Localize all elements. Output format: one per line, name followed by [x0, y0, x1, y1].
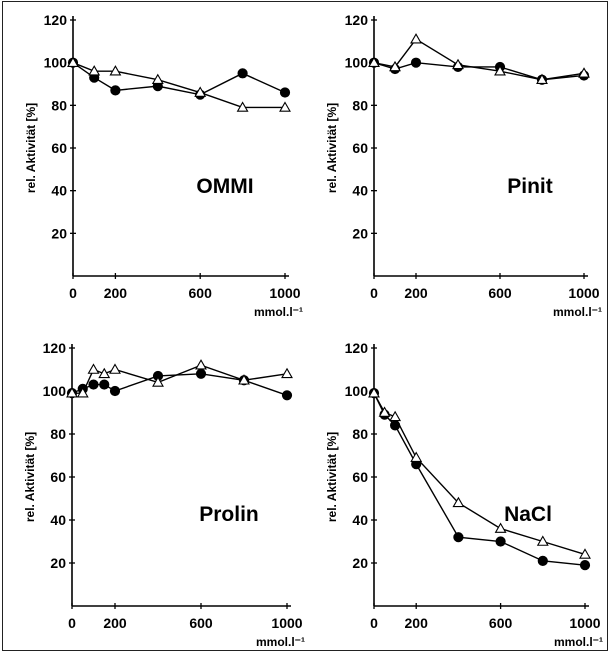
data-point-triangle	[494, 522, 507, 533]
data-point-circle	[495, 536, 506, 547]
y-tick-label: 120	[44, 12, 68, 28]
data-point-triangle	[151, 73, 164, 85]
data-point-circle	[88, 379, 99, 390]
data-point-triangle	[279, 101, 291, 112]
y-tick-label: 20	[352, 225, 368, 241]
x-axis-label: mmol.l⁻¹	[554, 635, 603, 649]
data-point-circle	[281, 390, 293, 401]
data-point-triangle	[87, 363, 100, 374]
data-point-triangle	[195, 359, 207, 370]
y-axis-label: rel. Aktivität [%]	[23, 432, 37, 522]
data-point-circle	[453, 532, 464, 543]
y-axis-label: rel. Aktivität [%]	[325, 432, 339, 522]
data-point-triangle	[452, 58, 464, 70]
data-point-triangle	[238, 374, 250, 385]
data-point-triangle	[368, 56, 380, 67]
data-point-triangle	[66, 387, 78, 398]
data-point-triangle	[109, 65, 122, 76]
y-tick-label: 60	[352, 140, 368, 156]
panel-title: OMMI	[196, 175, 253, 198]
figure-frame	[2, 1, 608, 651]
y-axis-label: rel. Aktivität [%]	[325, 103, 339, 193]
x-axis-label: mmol.l⁻¹	[256, 635, 305, 649]
x-axis-label: mmol.l⁻¹	[553, 305, 602, 319]
data-point-triangle	[98, 367, 111, 379]
data-point-triangle	[281, 367, 293, 379]
x-tick-label: 1000	[568, 285, 599, 301]
x-axis-label: mmol.l⁻¹	[254, 305, 303, 319]
y-tick-label: 20	[352, 555, 368, 571]
data-point-triangle	[536, 73, 548, 85]
x-tick-label: 600	[488, 285, 512, 301]
x-tick-label: 1000	[271, 615, 302, 631]
y-tick-label: 20	[51, 225, 67, 241]
y-axis-label: rel. Aktivität [%]	[24, 103, 38, 193]
y-tick-label: 80	[51, 97, 67, 113]
data-point-triangle	[579, 548, 591, 559]
y-tick-label: 60	[50, 469, 66, 485]
y-tick-label: 80	[50, 426, 66, 442]
data-point-triangle	[378, 406, 391, 417]
x-tick-label: 1000	[269, 285, 300, 301]
data-point-circle	[537, 555, 548, 566]
data-point-circle	[279, 87, 291, 98]
y-tick-label: 100	[44, 55, 68, 71]
y-tick-label: 100	[345, 383, 369, 399]
data-point-triangle	[236, 101, 249, 112]
y-tick-label: 80	[352, 426, 368, 442]
panel-title: Pinit	[507, 175, 553, 198]
x-tick-label: 0	[370, 285, 378, 301]
x-tick-label: 600	[189, 285, 213, 301]
y-tick-label: 20	[50, 555, 66, 571]
data-point-circle	[579, 560, 591, 571]
y-tick-label: 40	[51, 183, 67, 199]
data-point-circle	[410, 57, 422, 68]
data-point-circle	[237, 68, 248, 79]
x-tick-label: 1000	[569, 615, 600, 631]
data-point-triangle	[194, 86, 207, 97]
panel-title: NaCl	[504, 503, 552, 526]
y-tick-label: 120	[345, 12, 369, 28]
data-point-triangle	[536, 535, 549, 546]
data-point-triangle	[410, 451, 423, 462]
data-point-triangle	[76, 387, 89, 398]
data-point-triangle	[452, 496, 465, 508]
y-tick-label: 40	[352, 512, 368, 528]
y-tick-label: 100	[345, 55, 369, 71]
data-point-circle	[110, 85, 121, 96]
x-tick-label: 600	[489, 615, 513, 631]
x-tick-label: 0	[68, 615, 76, 631]
x-tick-label: 0	[370, 615, 378, 631]
x-tick-label: 0	[69, 285, 77, 301]
x-tick-label: 200	[104, 285, 128, 301]
panel-title: Prolin	[199, 503, 259, 526]
x-tick-label: 200	[405, 615, 429, 631]
y-tick-label: 60	[51, 140, 67, 156]
data-point-circle	[99, 379, 110, 390]
data-point-triangle	[109, 363, 121, 374]
y-tick-label: 80	[352, 97, 368, 113]
data-point-triangle	[67, 56, 79, 67]
x-tick-label: 600	[189, 615, 213, 631]
data-point-triangle	[88, 65, 101, 76]
y-tick-label: 60	[352, 469, 368, 485]
data-point-triangle	[410, 33, 422, 44]
y-tick-label: 120	[345, 340, 369, 356]
x-tick-label: 200	[404, 285, 428, 301]
data-point-triangle	[152, 376, 164, 387]
data-point-triangle	[494, 65, 506, 76]
data-point-circle	[109, 385, 121, 397]
x-tick-label: 200	[103, 615, 127, 631]
y-tick-label: 120	[43, 340, 67, 356]
data-point-triangle	[368, 387, 380, 398]
y-tick-label: 100	[43, 383, 67, 399]
data-point-triangle	[389, 410, 402, 422]
y-tick-label: 40	[352, 183, 368, 199]
data-point-triangle	[578, 67, 590, 78]
y-tick-label: 40	[50, 512, 66, 528]
data-point-triangle	[389, 60, 401, 72]
